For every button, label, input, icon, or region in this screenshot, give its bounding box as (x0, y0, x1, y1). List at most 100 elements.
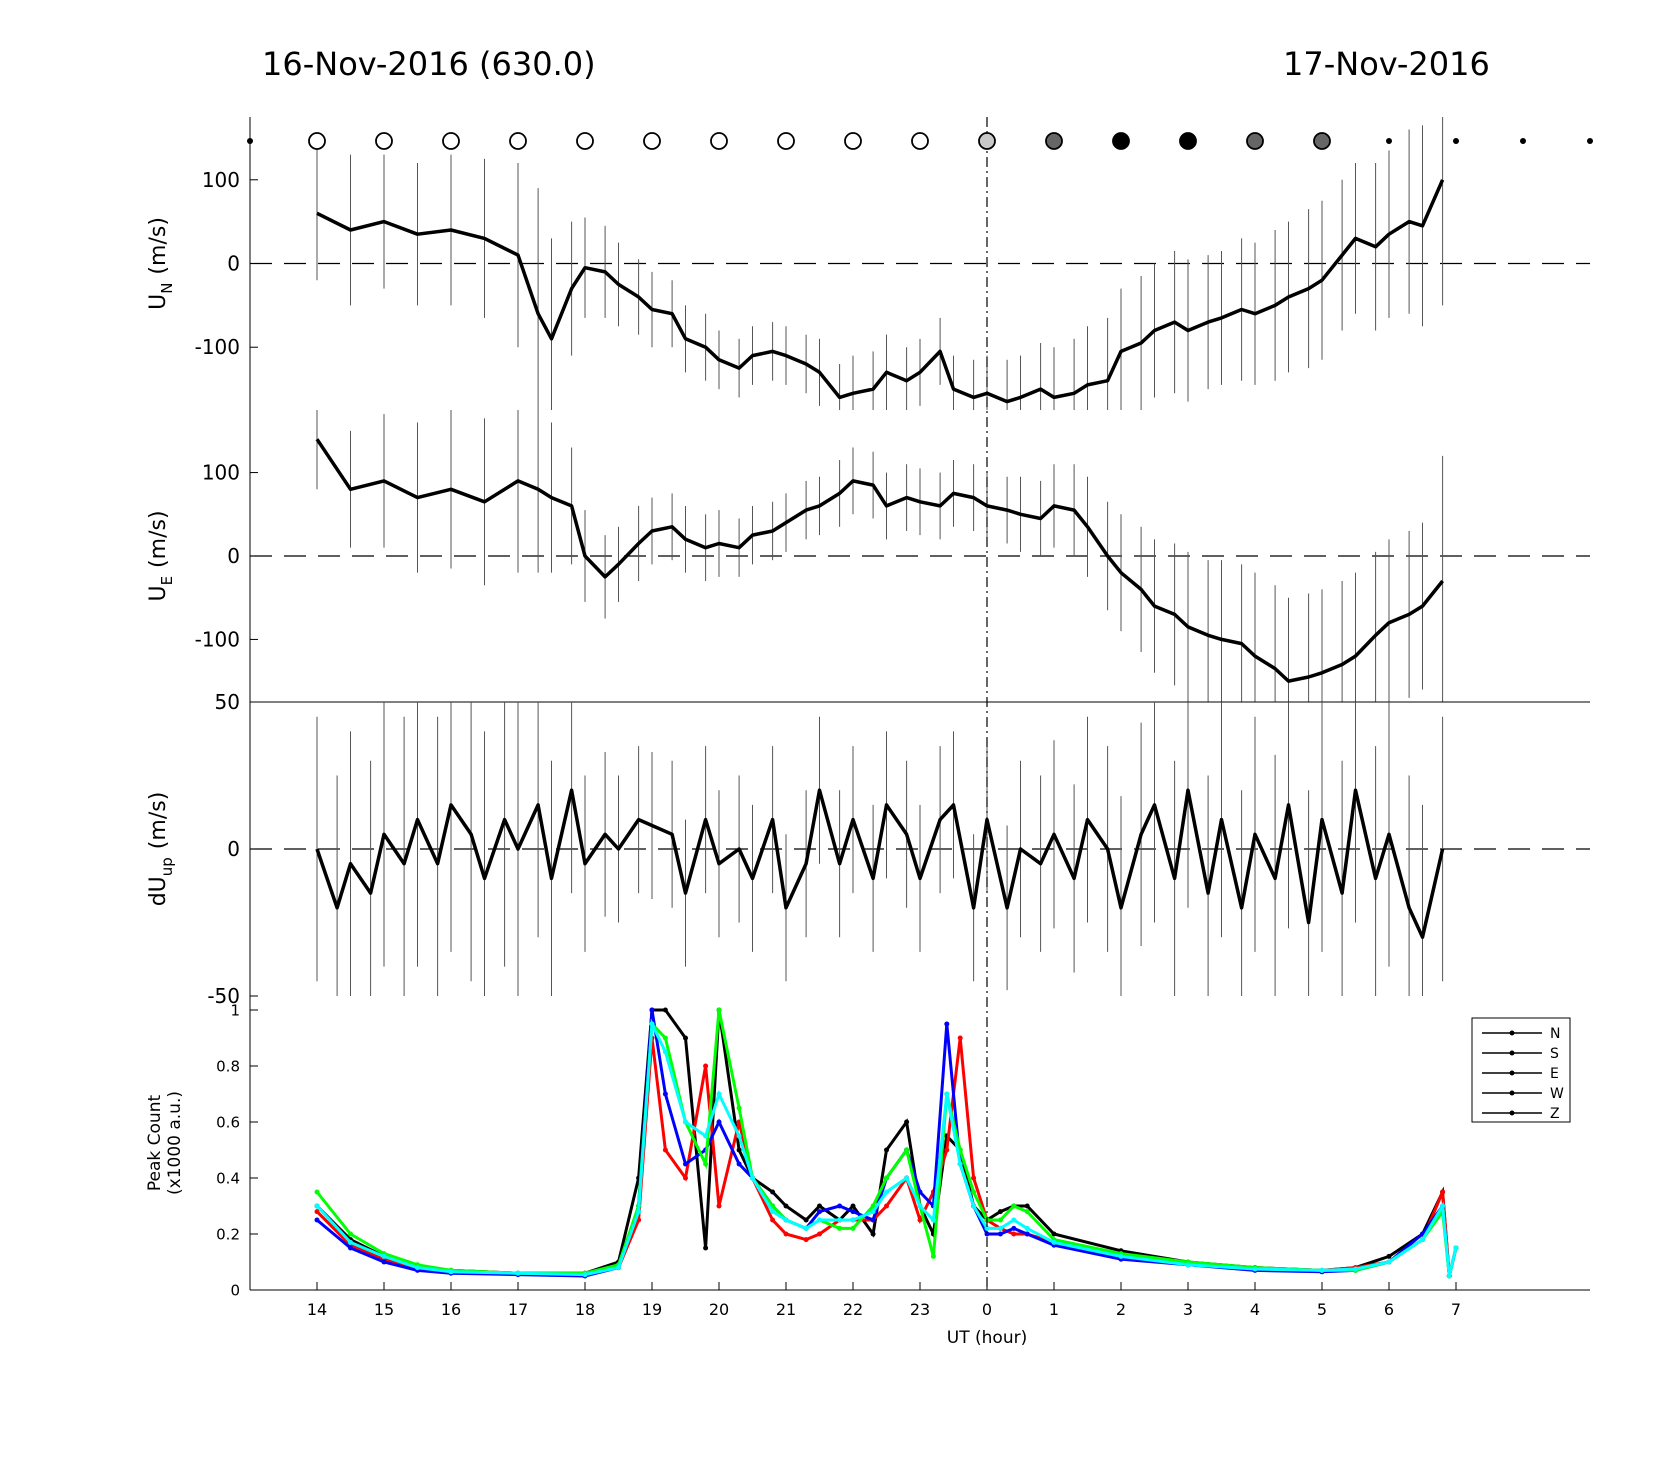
y-tick-label: 100 (202, 168, 240, 192)
data-point-E (716, 1119, 722, 1125)
data-point-W (662, 1035, 668, 1041)
data-point-Z (1420, 1237, 1425, 1243)
sky-condition-markers (247, 132, 1593, 150)
sky-marker-open (509, 132, 527, 150)
plot-area (314, 1007, 1459, 1279)
data-point-S (917, 1217, 923, 1223)
data-point-Z (997, 1225, 1003, 1231)
data-point-N (870, 1231, 876, 1237)
data-point-Z (803, 1225, 809, 1231)
data-point-Z (904, 1175, 910, 1181)
sky-marker-darkgray (1313, 132, 1331, 150)
data-point-Z (750, 1175, 755, 1181)
sky-marker-open (576, 132, 594, 150)
x-tick-label: 16 (441, 1300, 461, 1319)
data-point-W (837, 1225, 843, 1231)
x-axis-label: UT (hour) (947, 1328, 1027, 1348)
legend-marker-S (1509, 1050, 1515, 1056)
y-axis-label-line1: Peak Count (145, 1095, 165, 1192)
y-axis-label: dUup(m/s) (146, 792, 176, 907)
data-point-Z (348, 1239, 353, 1245)
data-point-N (1024, 1203, 1030, 1209)
x-tick-label: 7 (1451, 1300, 1461, 1319)
data-point-N (736, 1147, 742, 1153)
data-point-S (944, 1147, 950, 1153)
data-point-E (850, 1209, 856, 1215)
sky-marker-open (911, 132, 929, 150)
legend-marker-W (1509, 1090, 1515, 1096)
data-point-E (348, 1245, 353, 1251)
data-point-Z (1353, 1266, 1358, 1272)
data-point-W (703, 1161, 709, 1167)
data-point-Z (662, 1049, 668, 1055)
data-point-N (1386, 1253, 1392, 1259)
data-point-N (783, 1203, 789, 1209)
data-point-S (803, 1237, 809, 1243)
y-axis-label-line2: (x1000 a.u.) (165, 1091, 185, 1195)
data-point-E (381, 1259, 387, 1265)
left-date-title: 16-Nov-2016 (630.0) (262, 45, 596, 83)
data-point-E (997, 1231, 1003, 1237)
sky-marker-dot (247, 138, 253, 144)
data-point-E (314, 1217, 320, 1223)
data-point-Z (1051, 1239, 1057, 1245)
sky-marker-dot (1520, 138, 1526, 144)
data-point-Z (984, 1225, 990, 1231)
y-tick-label: 0 (227, 252, 240, 276)
panel-UE: 100 0 -100 UE(m/s) (146, 410, 1590, 702)
x-tick-label: 21 (776, 1300, 796, 1319)
y-axis-label: UE(m/s) (146, 510, 176, 601)
data-point-Z (703, 1133, 709, 1139)
data-point-Z (850, 1217, 856, 1223)
y-tick-label: 0.2 (216, 1225, 240, 1243)
y-tick-label: -100 (195, 335, 240, 359)
x-tick-label: 3 (1183, 1300, 1193, 1319)
data-point-Z (649, 1021, 655, 1027)
sky-marker-dot (1386, 138, 1392, 144)
legend-label-E: E (1550, 1066, 1559, 1082)
data-point-N (683, 1035, 688, 1041)
data-point-Z (1440, 1203, 1446, 1209)
data-point-Z (1446, 1273, 1452, 1279)
data-point-E (870, 1217, 876, 1223)
right-date-title: 17-Nov-2016 (1283, 45, 1490, 83)
x-tick-label: 0 (982, 1300, 992, 1319)
sky-marker-lightgray (978, 132, 996, 150)
sky-marker-open (710, 132, 728, 150)
data-point-N (850, 1203, 856, 1209)
data-point-S (703, 1063, 709, 1069)
plot-area (315, 702, 1445, 996)
data-point-N (770, 1189, 776, 1195)
x-tick-label: 6 (1384, 1300, 1394, 1319)
y-tick-label: -50 (207, 984, 240, 1008)
series-line-dUup (315, 788, 1445, 939)
data-point-N (884, 1147, 889, 1153)
data-point-N (997, 1209, 1003, 1215)
data-point-S (817, 1231, 822, 1237)
data-point-Z (683, 1119, 688, 1125)
data-point-E (736, 1161, 742, 1167)
sky-marker-black (1179, 132, 1197, 150)
data-point-Z (636, 1209, 642, 1215)
data-point-S (662, 1147, 668, 1153)
data-point-N (817, 1203, 822, 1209)
data-point-Z (1386, 1259, 1392, 1265)
panel-UN: 100 0 -100 UN(m/s) (146, 117, 1590, 410)
x-tick-label: 19 (642, 1300, 662, 1319)
data-point-E (984, 1231, 990, 1237)
data-point-Z (783, 1217, 789, 1223)
x-tick-label: 17 (508, 1300, 528, 1319)
x-tick-label: 2 (1116, 1300, 1126, 1319)
data-point-W (1011, 1203, 1017, 1209)
y-axis-label: UN(m/s) (146, 217, 176, 310)
data-point-Z (736, 1133, 742, 1139)
data-point-Z (957, 1161, 963, 1167)
data-point-S (1011, 1231, 1017, 1237)
data-point-E (944, 1021, 950, 1027)
data-point-Z (837, 1217, 843, 1223)
data-point-Z (716, 1091, 722, 1097)
sky-marker-darkgray (1246, 132, 1264, 150)
data-point-W (904, 1147, 910, 1153)
y-tick-label: 0 (230, 1281, 240, 1299)
data-point-E (649, 1007, 655, 1013)
